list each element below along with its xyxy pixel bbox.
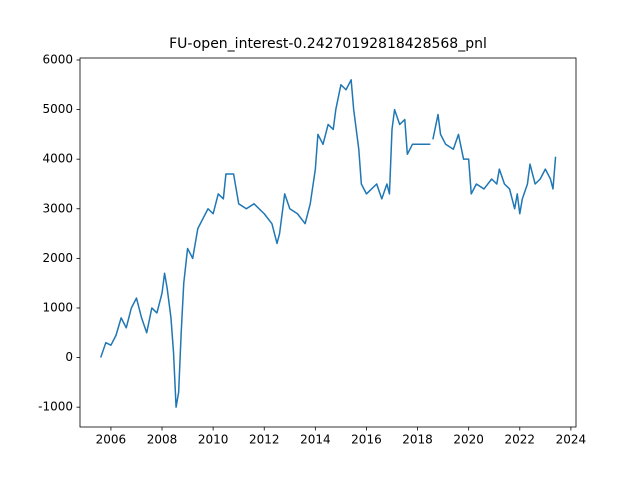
x-tick-label: 2014 (300, 433, 331, 447)
y-tick-label: 2000 (42, 251, 73, 265)
y-tick-label: 3000 (42, 201, 73, 215)
y-tick-label: 5000 (42, 102, 73, 116)
x-tick-label: 2018 (402, 433, 433, 447)
x-tick-label: 2016 (351, 433, 382, 447)
x-tick-label: 2020 (453, 433, 484, 447)
data-line (99, 79, 557, 408)
x-tick-label: 2012 (249, 433, 280, 447)
y-tick-label: 1000 (42, 300, 73, 314)
x-tick-label: 2006 (96, 433, 127, 447)
x-tick-label: 2010 (198, 433, 229, 447)
x-tick-label: 2022 (505, 433, 536, 447)
y-tick-label: 6000 (42, 52, 73, 66)
axes-frame (79, 57, 577, 428)
y-tick-label: -1000 (38, 400, 73, 414)
y-tick-label: 4000 (42, 152, 73, 166)
chart-title: FU-open_interest-0.24270192818428568_pnl (169, 36, 487, 52)
y-tick-label: 0 (65, 350, 73, 364)
x-tick-label: 2024 (556, 433, 587, 447)
x-tick-label: 2008 (147, 433, 178, 447)
